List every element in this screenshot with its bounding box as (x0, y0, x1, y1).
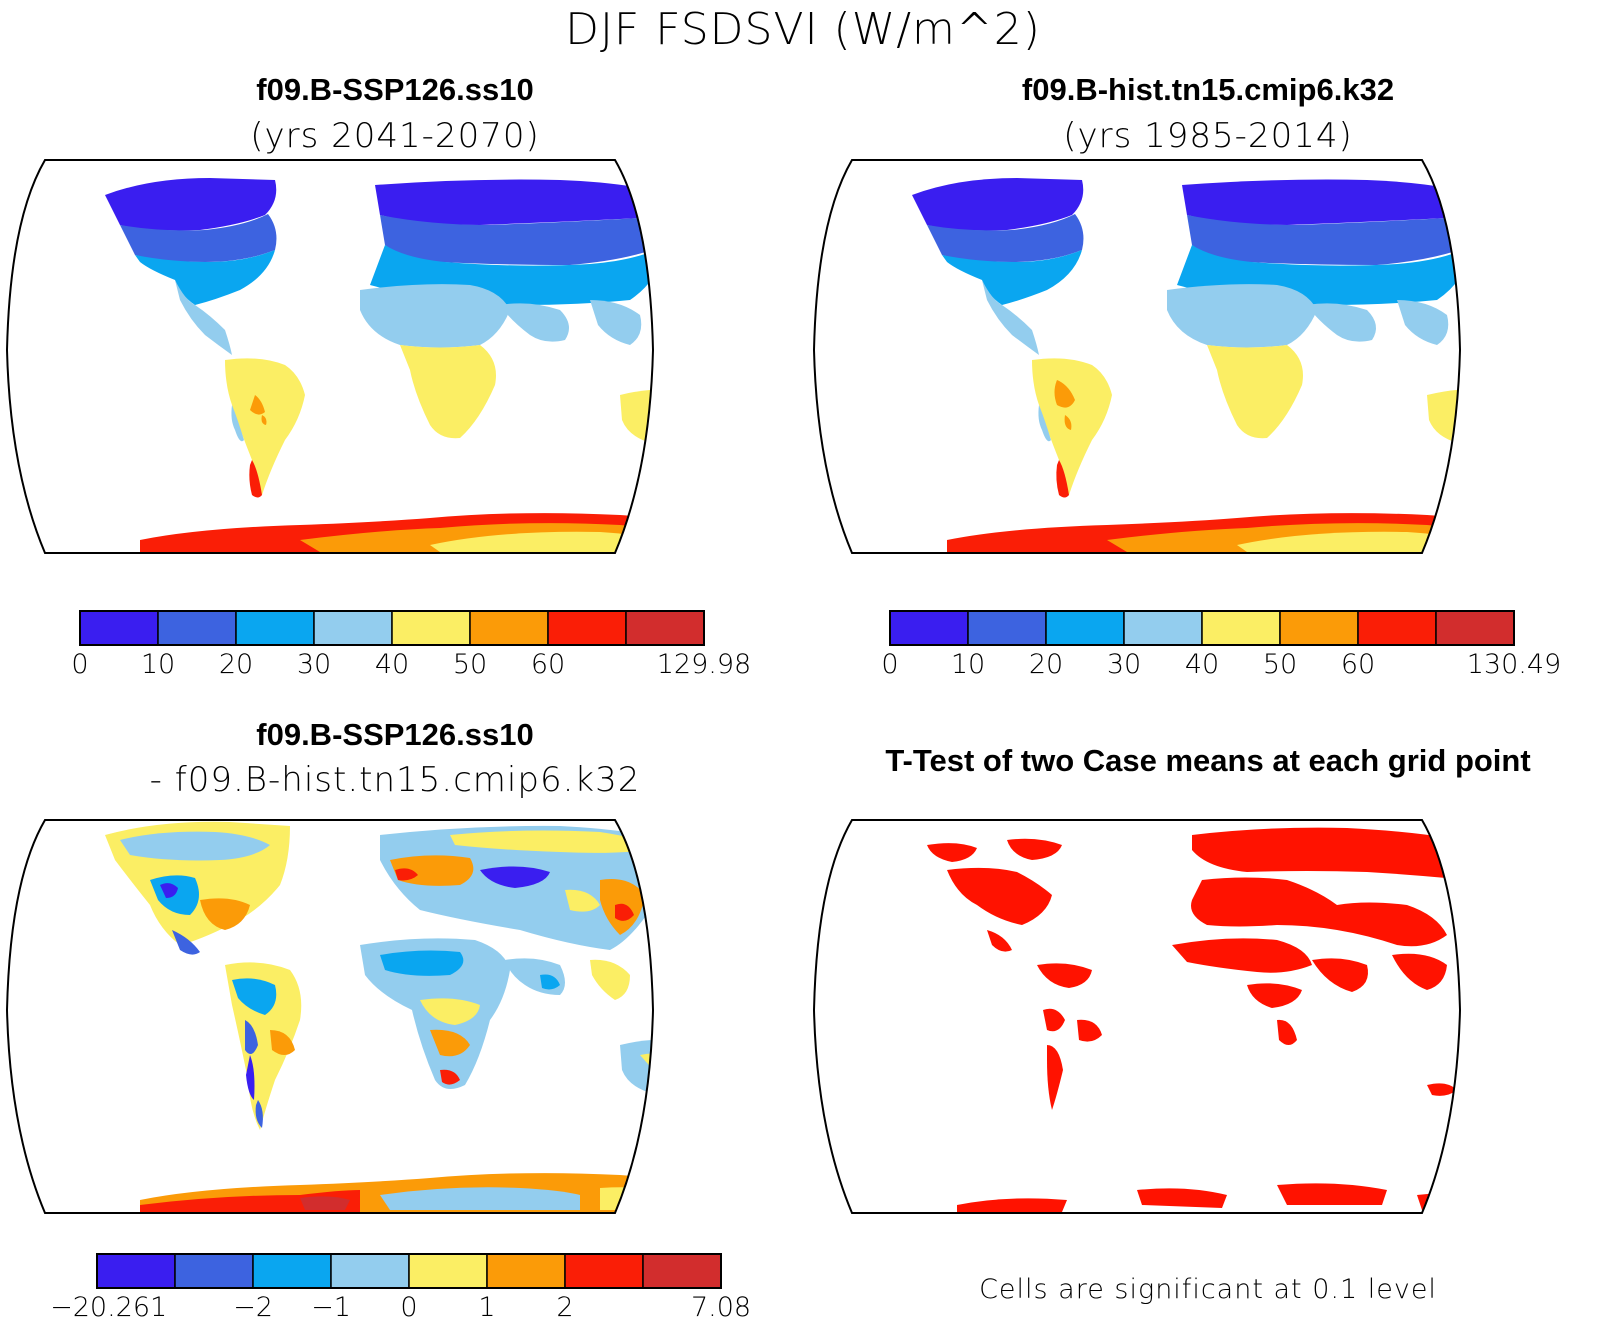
eu-band-1 (375, 179, 653, 225)
colorbar-swatch (1279, 610, 1359, 646)
colorbar-tick-label: 30 (296, 649, 332, 680)
colorbar-tick-label: 1 (478, 1292, 496, 1323)
colorbar-swatch (313, 610, 393, 646)
sa-west (231, 405, 244, 442)
main-title: DJF FSDSVI (W/m^2) (565, 4, 1041, 55)
colorbar-tick-label: 20 (1028, 649, 1064, 680)
panel-top-right-subtitle: (yrs 1985-2014) (1063, 116, 1353, 156)
colorbar-tick-label: 20 (218, 649, 254, 680)
colorbar-tick-label: 30 (1106, 649, 1142, 680)
colorbar-swatch (252, 1253, 332, 1289)
colorbar-tick-label: −2 (233, 1292, 273, 1323)
panel-bottom-left-subtitle: - f09.B-hist.tn15.cmip6.k32 (149, 760, 641, 800)
colorbar-swatch (1123, 610, 1203, 646)
colorbar-tick-label: 60 (1340, 649, 1376, 680)
colorbar-tick-label: −20.261 (50, 1292, 168, 1323)
colorbar-swatch (79, 610, 159, 646)
panel-top-left-subtitle: (yrs 2041-2070) (250, 116, 540, 156)
colorbar-swatch (174, 1253, 254, 1289)
colorbar-tick-label: 0 (881, 649, 899, 680)
colorbar-swatch (1201, 610, 1281, 646)
colorbar-tick-label: 50 (1262, 649, 1298, 680)
colorbar-swatch (408, 1253, 488, 1289)
colorbar-swatch (157, 610, 237, 646)
australia (620, 389, 653, 445)
colorbar-swatch (1435, 610, 1515, 646)
eu-band-2 (380, 215, 653, 265)
colorbar-tick-label: 2 (556, 1292, 574, 1323)
colorbar-bottom-left (96, 1253, 722, 1289)
colorbar-swatch (235, 610, 315, 646)
colorbar-top-left (79, 610, 705, 646)
sa-tip (249, 460, 262, 498)
panel-top-left-title: f09.B-SSP126.ss10 (256, 72, 534, 107)
colorbar-swatch (469, 610, 549, 646)
colorbar-swatch (642, 1253, 722, 1289)
map-top-right (814, 160, 1460, 553)
map-bottom-left (7, 820, 653, 1213)
colorbar-tick-label: −1 (311, 1292, 351, 1323)
se-asia (590, 300, 642, 345)
map-bottom-right (814, 820, 1460, 1213)
africa-south (400, 345, 496, 439)
panel-top-right-title: f09.B-hist.tn15.cmip6.k32 (1021, 72, 1395, 107)
na-central (175, 280, 232, 355)
colorbar-swatch (486, 1253, 566, 1289)
map-top-left-frame (5, 159, 655, 554)
na-band-2 (120, 214, 277, 262)
map-bottom-left-frame (5, 819, 655, 1214)
colorbar-tick-label: 60 (530, 649, 566, 680)
colorbar-swatch (391, 610, 471, 646)
colorbar-tick-label: 40 (1184, 649, 1220, 680)
colorbar-swatch (547, 610, 627, 646)
colorbar-swatch (1045, 610, 1125, 646)
colorbar-swatch (625, 610, 705, 646)
colorbar-swatch (967, 610, 1047, 646)
map-top-right-frame (812, 159, 1462, 554)
colorbar-tick-label: 0 (400, 1292, 418, 1323)
antarctica-core (430, 531, 653, 552)
map-bottom-right-frame (812, 819, 1462, 1214)
panel-bottom-right-title: T-Test of two Case means at each grid po… (885, 743, 1531, 778)
colorbar-tick-label: 10 (950, 649, 986, 680)
sa (225, 358, 305, 495)
colorbar-tick-label: 10 (140, 649, 176, 680)
colorbar-tick-label: 0 (71, 649, 89, 680)
map-top-left (7, 160, 653, 553)
colorbar-swatch (96, 1253, 176, 1289)
colorbar-swatch (889, 610, 969, 646)
panel-bottom-left-title: f09.B-SSP126.ss10 (256, 717, 534, 752)
colorbar-tick-label: 129.98 (656, 649, 752, 680)
colorbar-swatch (330, 1253, 410, 1289)
sa-orange (250, 395, 267, 425)
colorbar-swatch (564, 1253, 644, 1289)
colorbar-swatch (1357, 610, 1437, 646)
colorbar-tick-label: 7.08 (690, 1292, 752, 1323)
colorbar-tick-label: 50 (452, 649, 488, 680)
significance-note: Cells are significant at 0.1 level (979, 1274, 1437, 1305)
na-band-3 (135, 250, 275, 305)
colorbar-tick-label: 130.49 (1466, 649, 1562, 680)
colorbar-tick-label: 40 (374, 649, 410, 680)
colorbar-top-right (889, 610, 1515, 646)
arabia (500, 303, 569, 342)
na-band-1 (105, 178, 277, 231)
africa-north (360, 284, 510, 348)
